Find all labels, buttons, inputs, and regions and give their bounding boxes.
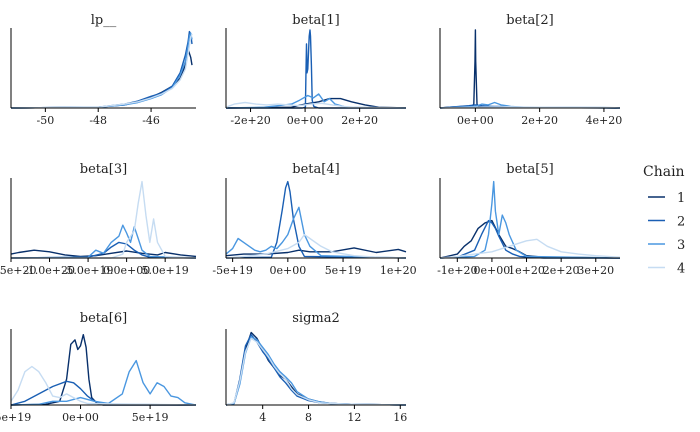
panel-beta-4: beta[4] -5e+19 0e+00 5e+19 1e+20: [212, 162, 416, 277]
density-curve-chain-2: [10, 30, 193, 109]
density-curve-chain-4: [439, 106, 621, 109]
density-curve-chain-2: [225, 334, 407, 406]
x-tick-label: 0e+00: [62, 411, 99, 424]
x-tick-label: 0e+00: [457, 114, 494, 127]
x-tick-label: -46: [142, 114, 160, 127]
density-curve-chain-1: [225, 331, 407, 406]
panel-title: beta[6]: [80, 311, 127, 326]
panel-beta-3: beta[3] -1.5e+20-1.0e+20-5.0e+190.0e+005.…: [0, 162, 197, 277]
legend-label-chain-1: 1: [677, 191, 685, 206]
panel-title: beta[1]: [292, 13, 339, 28]
x-tick-label: -5e+19: [212, 264, 252, 277]
density-curve-chain-4: [10, 365, 197, 406]
density-curve-chain-3: [439, 180, 621, 259]
x-tick-label: 0e+00: [269, 264, 306, 277]
panel-beta-2: beta[2] 0e+00 2e+20 4e+20: [439, 13, 623, 127]
density-curve-chain-1: [439, 219, 621, 259]
panel-beta-6: beta[6] -5e+19 0e+00 5e+19: [0, 311, 197, 424]
x-tick-label: 0.0e+00: [103, 264, 150, 277]
legend-label-chain-4: 4: [677, 262, 685, 277]
x-tick-label: 0e+00: [287, 114, 324, 127]
density-curve-chain-4: [439, 238, 621, 259]
density-curve-chain-1: [439, 29, 621, 109]
density-curve-chain-2: [439, 219, 620, 259]
x-tick-label: 12: [347, 411, 361, 424]
density-curve-chain-3: [10, 224, 197, 259]
density-curve-chain-3: [225, 336, 407, 406]
x-tick-label: 4e+20: [586, 114, 623, 127]
density-curve-chain-3: [10, 359, 197, 406]
panel-title: beta[2]: [506, 13, 553, 28]
density-curve-chain-3: [225, 93, 407, 109]
density-curve-chain-4: [10, 33, 193, 109]
panel-beta-1: beta[1] -2e+20 0e+00 2e+20: [225, 13, 407, 127]
x-tick-label: -1e+20: [437, 264, 477, 277]
x-tick-label: 1e+20: [380, 264, 417, 277]
density-curve-chain-1: [10, 48, 193, 109]
legend-label-chain-3: 3: [677, 238, 685, 253]
density-curve-chain-2: [10, 241, 197, 259]
panel-lp: lp__ -50 -48 -46: [10, 13, 196, 127]
density-curve-chain-4: [225, 101, 407, 109]
density-curve-chain-3: [10, 32, 193, 109]
panel-title: beta[3]: [80, 162, 127, 177]
legend-title: Chain: [643, 164, 685, 180]
panel-title: sigma2: [292, 311, 340, 326]
panel-title: beta[5]: [506, 162, 553, 177]
x-tick-label: 3e+20: [577, 264, 614, 277]
density-curve-chain-4: [11, 180, 197, 259]
x-tick-label: 2e+20: [341, 114, 378, 127]
x-tick-label: -48: [89, 114, 107, 127]
x-tick-label: -50: [36, 114, 54, 127]
x-tick-label: -1.0e+20: [24, 264, 75, 277]
density-curve-chain-4: [225, 337, 407, 406]
x-tick-label: 5.0e+19: [142, 264, 189, 277]
x-tick-label: -5.0e+19: [63, 264, 114, 277]
legend: Chain 1 2 3 4: [643, 164, 685, 277]
legend-label-chain-2: 2: [677, 215, 685, 230]
x-tick-label: 5e+19: [325, 264, 362, 277]
density-curve-chain-2: [225, 180, 407, 259]
x-tick-label: -1.5e+20: [0, 264, 36, 277]
x-tick-label: 2e+20: [521, 114, 558, 127]
x-tick-label: -5e+19: [0, 411, 31, 424]
x-tick-label: 2e+20: [543, 264, 580, 277]
x-tick-label: 8: [305, 411, 312, 424]
x-tick-label: 0e+00: [474, 264, 511, 277]
x-tick-label: -2e+20: [230, 114, 270, 127]
density-curve-chain-4: [225, 233, 407, 259]
panel-sigma2: sigma2 4 8 12 16: [225, 311, 407, 424]
x-tick-label: 1e+20: [508, 264, 545, 277]
density-curve-chain-3: [225, 206, 407, 259]
panel-title: beta[4]: [292, 162, 339, 177]
x-tick-label: 5e+19: [132, 411, 169, 424]
x-tick-label: 16: [393, 411, 407, 424]
panel-title: lp__: [91, 13, 117, 28]
density-curve-chain-1: [225, 247, 407, 257]
x-tick-label: 4: [259, 411, 266, 424]
